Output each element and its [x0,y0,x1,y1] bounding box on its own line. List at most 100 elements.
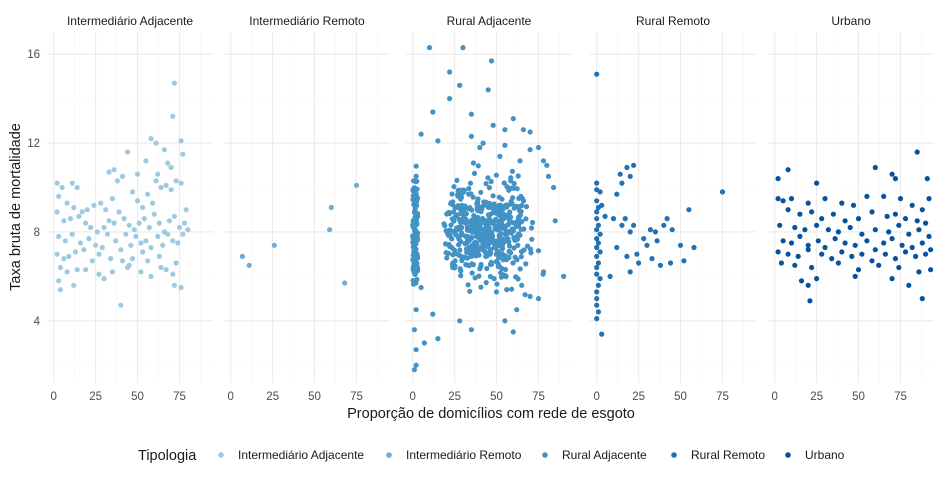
data-point [681,258,687,264]
legend-key [218,452,224,458]
data-point [624,253,630,259]
data-point [535,144,542,151]
data-point [677,242,684,248]
data-point [595,309,602,315]
data-point [160,242,166,248]
data-point [511,181,517,187]
data-point [872,164,878,171]
data-point [435,138,441,144]
facet-points [594,71,726,337]
facet-panel: Intermediário Remoto 0 25 50 75 [224,14,390,403]
data-point [518,254,524,260]
data-point [487,249,493,255]
data-point [490,122,496,128]
data-point [622,216,628,222]
data-point [561,273,567,279]
data-point [506,243,513,249]
data-point [171,80,177,86]
data-point [855,267,862,273]
data-point [452,258,458,264]
data-point [487,261,493,267]
data-point [652,229,659,235]
data-point [156,253,162,259]
data-point [413,173,419,179]
data-point [594,302,600,308]
data-point [832,236,838,242]
data-point [123,231,129,237]
data-point [519,282,525,288]
data-point [178,284,184,291]
data-point [850,202,857,208]
data-point [493,289,500,295]
data-point [510,260,516,266]
data-point [512,234,519,240]
data-point [478,246,484,252]
data-point [71,282,77,288]
data-point [627,269,633,275]
x-tick-label: 75 [716,391,729,403]
x-tick-label: 75 [894,391,907,403]
data-point [450,199,456,205]
data-point [802,227,808,233]
facet-panel: Rural Adjacente 0 25 50 75 [406,14,572,403]
data-point [924,176,930,182]
data-point [686,207,692,213]
data-point [84,207,90,213]
data-point [814,276,820,282]
x-tick-label: 50 [308,391,321,403]
data-point [502,224,508,230]
data-point [121,216,127,222]
data-point [83,220,89,226]
data-point [852,273,858,279]
data-point [780,238,786,244]
data-point [138,269,144,275]
data-point [472,245,479,251]
data-point [892,176,899,182]
data-point [498,252,504,259]
data-point [471,213,477,219]
data-point [171,213,177,219]
facet-strip-label: Urbano [831,14,871,28]
data-point [829,256,835,262]
data-point [410,218,416,224]
data-point [491,203,497,209]
data-point [468,133,474,139]
data-point [882,251,889,257]
data-point [468,111,474,117]
data-point [414,265,421,271]
data-point [163,182,169,188]
data-point [64,269,70,275]
facet-points [54,80,191,308]
data-point [889,236,895,242]
data-point [597,249,603,255]
data-point [449,236,455,242]
data-point [486,185,492,191]
data-point [896,222,902,228]
x-tick-label: 25 [810,391,823,403]
data-point [468,327,474,333]
data-point [96,251,102,257]
x-tick-label: 50 [131,391,144,403]
x-tick-label: 50 [852,391,865,403]
data-point [91,202,97,208]
data-point [415,211,421,217]
data-point [499,196,505,202]
data-point [170,238,176,244]
data-point [418,284,424,291]
data-point [594,296,600,302]
data-point [501,215,507,221]
data-point [785,207,791,213]
data-point [842,240,848,246]
data-point [809,209,815,215]
data-point [413,362,419,368]
data-point [475,219,481,225]
data-point [446,242,452,248]
data-point [106,169,112,175]
data-point [805,247,811,253]
data-point [819,251,825,257]
data-point [475,208,481,214]
data-point [446,227,452,233]
data-point [522,292,528,298]
data-point [719,189,726,195]
